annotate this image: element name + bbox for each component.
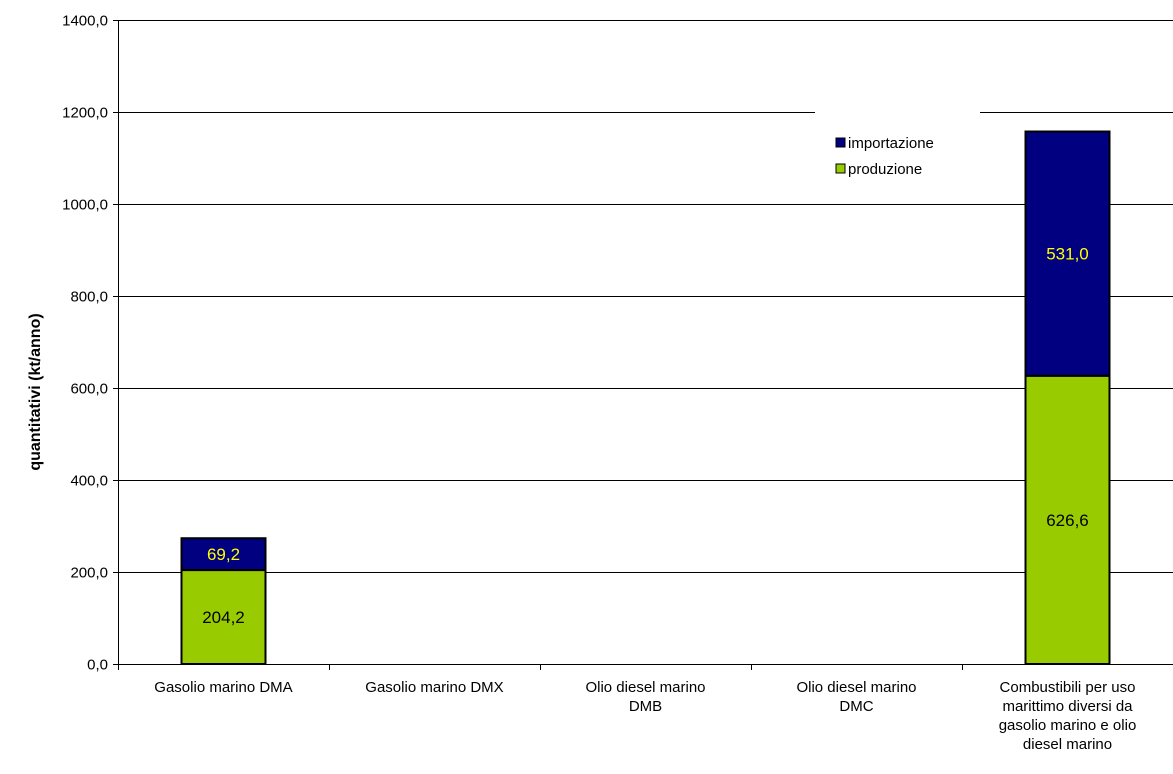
data-label-importazione: 531,0: [1046, 245, 1089, 264]
x-category-label: Gasolio marino DMX: [365, 679, 503, 696]
y-tick-label: 1000,0: [62, 197, 108, 214]
data-label-produzione: 626,6: [1046, 511, 1089, 530]
x-category-label-line: Combustibili per uso: [1000, 679, 1136, 696]
y-tick-label: 200,0: [70, 565, 108, 582]
x-category-label-line: Olio diesel marino: [796, 679, 916, 696]
y-tick-label: 400,0: [70, 473, 108, 490]
x-category-label-line: DMC: [839, 698, 873, 715]
x-category-label-line: Olio diesel marino: [585, 679, 705, 696]
y-tick-label: 600,0: [70, 381, 108, 398]
y-tick-label: 1400,0: [62, 13, 108, 30]
x-category-label-line: Gasolio marino DMX: [365, 679, 503, 696]
bar-importazione: [180, 537, 267, 572]
bars: 204,2 69,2 626,6 531,0: [180, 130, 1111, 665]
x-category-label: Olio diesel marino DMB: [585, 679, 705, 715]
gridlines: [118, 20, 1173, 573]
legend: importazione produzione: [815, 102, 980, 178]
y-tick-label: 0,0: [87, 657, 108, 674]
x-category-label-line: marittimo diversi da: [1002, 698, 1133, 715]
legend-swatch-importazione: [835, 137, 846, 148]
data-label-produzione: 204,2: [202, 608, 245, 627]
x-category-label-line: gasolio marino e olio: [999, 717, 1137, 734]
x-category-label-line: diesel marino: [1023, 736, 1112, 753]
legend-swatch-produzione: [835, 163, 846, 174]
x-category-label-line: DMB: [629, 698, 662, 715]
legend-label-produzione: produzione: [848, 161, 922, 178]
x-axis: Gasolio marino DMA Gasolio marino DMX Olio…: [118, 664, 1173, 753]
x-category-label: Olio diesel marino DMC: [796, 679, 916, 715]
x-category-label: Combustibili per uso marittimo diversi da…: [999, 679, 1137, 753]
x-category-label: Gasolio marino DMA: [154, 679, 292, 696]
y-tick-label: 800,0: [70, 289, 108, 306]
legend-label-importazione: importazione: [848, 135, 934, 152]
y-axis: 0,0 200,0 400,0 600,0 800,0 1000,0 1200,0 1400,…: [62, 13, 119, 674]
bar-importazione: [1024, 130, 1111, 377]
x-category-label-line: Gasolio marino DMA: [154, 679, 292, 696]
y-tick-label: 1200,0: [62, 105, 108, 122]
data-label-importazione: 69,2: [207, 545, 240, 564]
y-axis-label: quantitativi (kt/anno): [27, 313, 44, 470]
